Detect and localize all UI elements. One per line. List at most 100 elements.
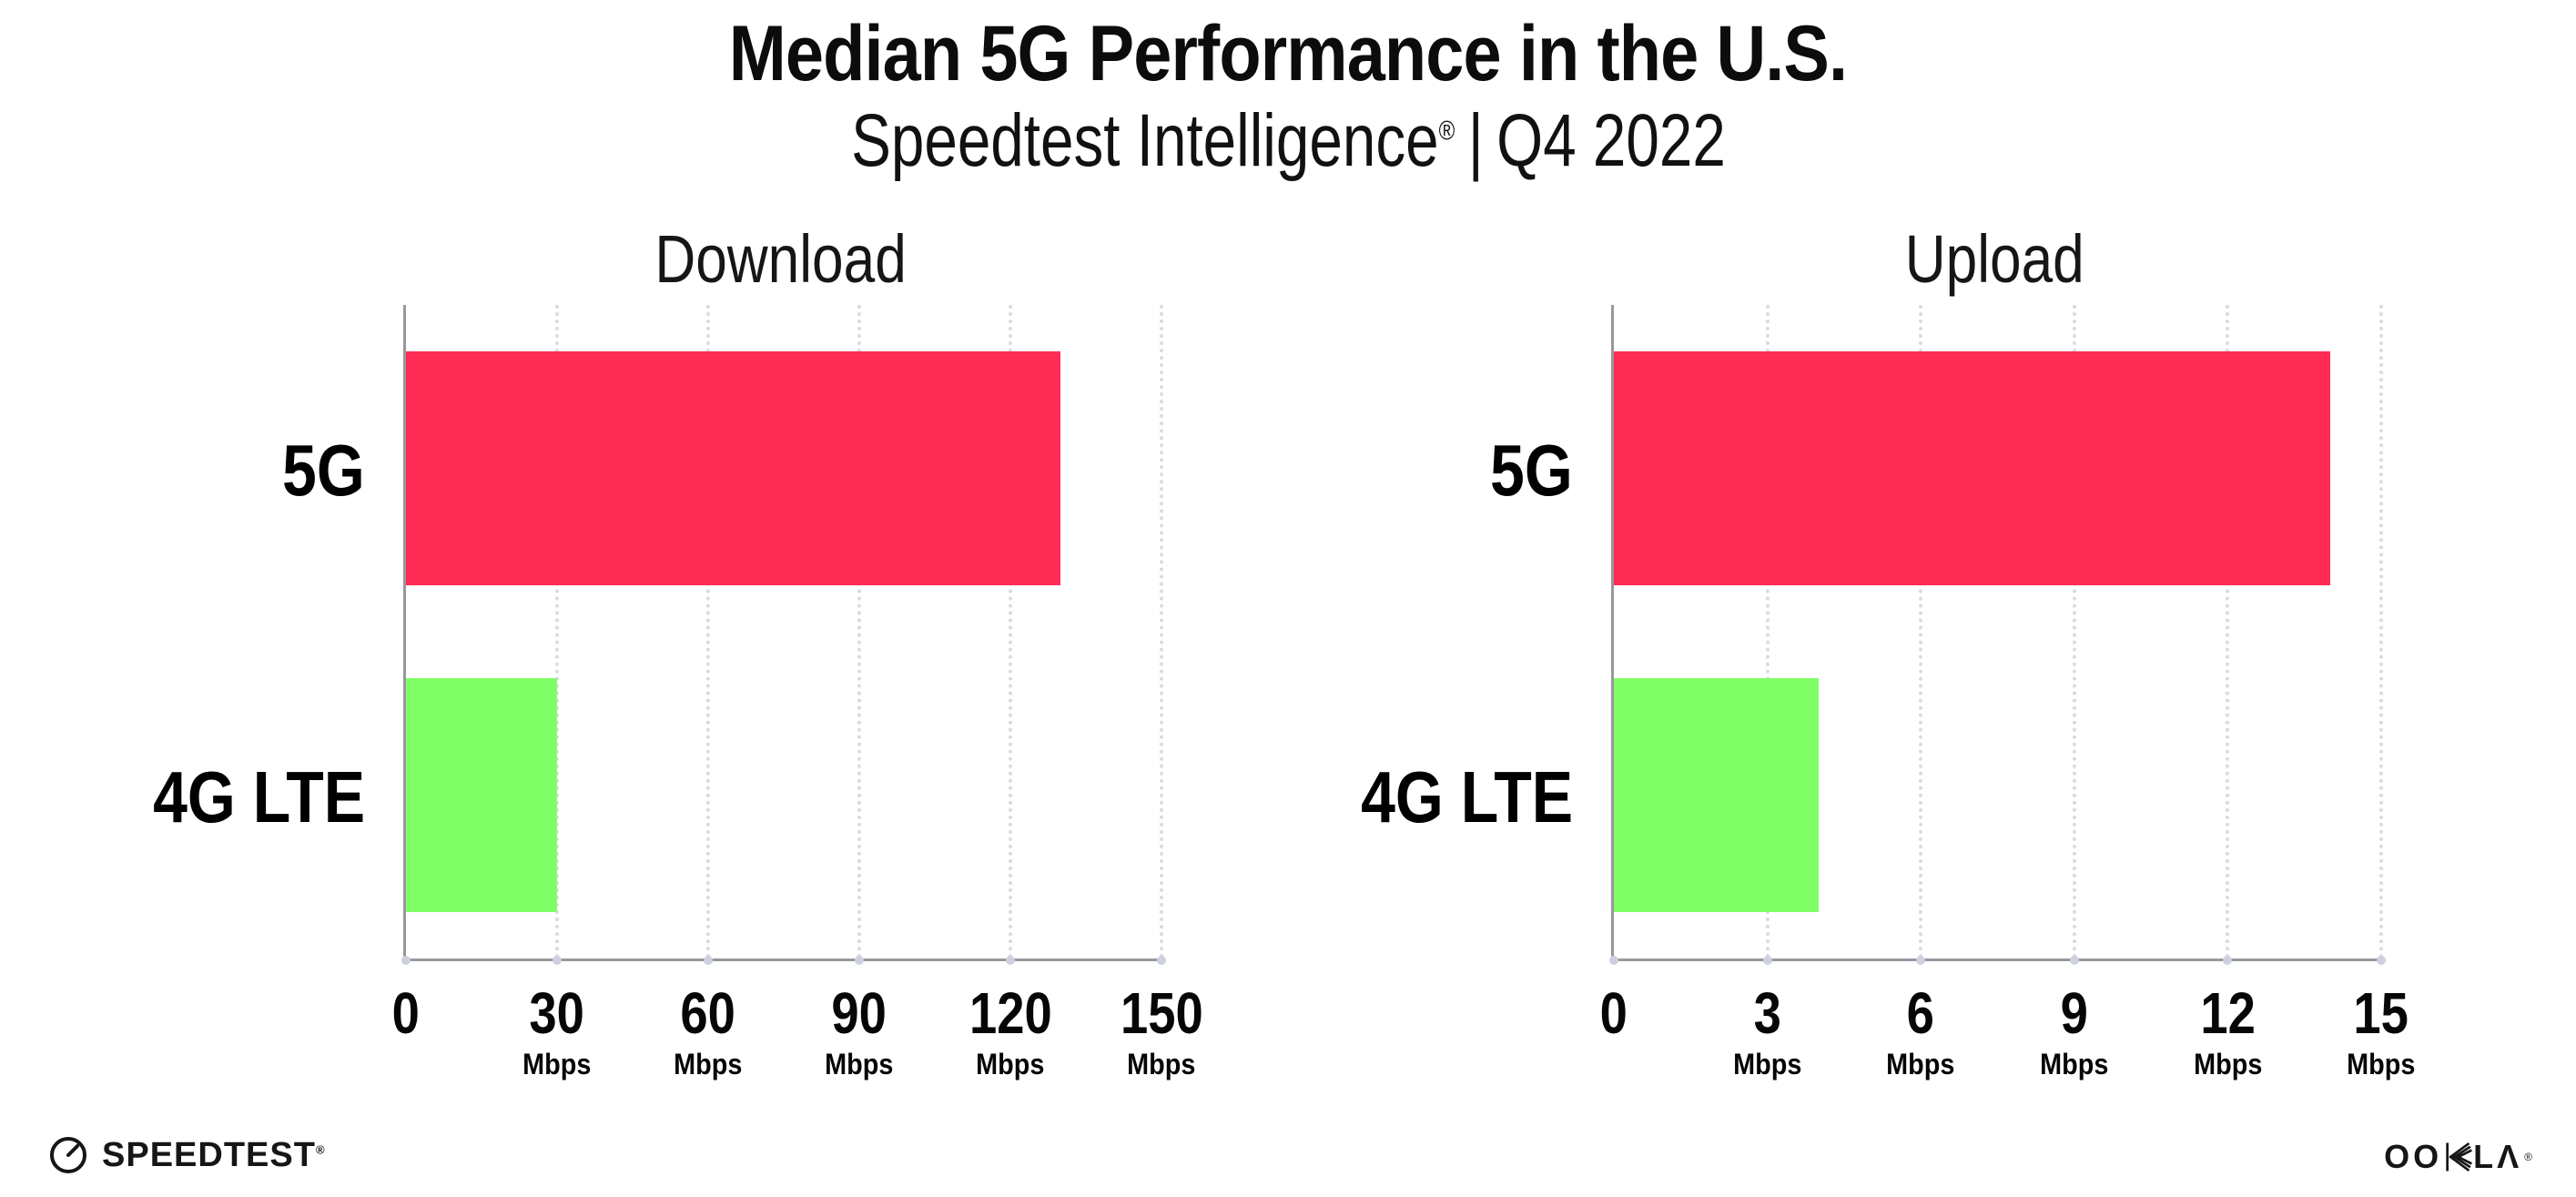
ookla-wordmark-pre: OO xyxy=(2384,1138,2443,1175)
subtitle-separator: | xyxy=(1467,99,1484,182)
x-tick-30-number: 30 xyxy=(457,984,657,1042)
x-tick-6-number: 6 xyxy=(1820,984,2021,1042)
axis-tick-dot-0 xyxy=(401,956,411,965)
page-title-text: Median 5G Performance in the U.S. xyxy=(728,10,1848,97)
gridline-6 xyxy=(1919,305,1923,959)
x-tick-15: 15 Mbps xyxy=(2281,984,2481,1079)
download-chart-title: Download xyxy=(403,220,1159,298)
x-tick-90-unit-text: Mbps xyxy=(825,1048,894,1080)
subtitle-text: Speedtest Intelligence® | Q4 2022 xyxy=(851,98,1726,184)
axis-tick-dot-30 xyxy=(553,956,562,965)
x-tick-6-unit: Mbps xyxy=(1820,1050,2021,1079)
page-title: Median 5G Performance in the U.S. xyxy=(0,9,2576,99)
x-tick-150-value: 150 xyxy=(1120,980,1203,1046)
speedtest-logo: SPEEDTEST® xyxy=(47,1134,326,1176)
upload-plot-area: 5G 4G LTE 0 3 Mbps 6 Mbps 9 Mbps 12 Mbps 15 Mbps xyxy=(1361,305,2416,1079)
x-tick-120-unit: Mbps xyxy=(910,1050,1111,1079)
x-tick-3-unit-text: Mbps xyxy=(1732,1048,1802,1080)
gridline-15 xyxy=(2379,305,2383,959)
x-tick-3-number: 3 xyxy=(1668,984,1868,1042)
subtitle-brand: Speedtest Intelligence xyxy=(850,99,1439,182)
speedtest-registered-icon: ® xyxy=(315,1141,326,1156)
category-label-5g-text: 5G xyxy=(1490,429,1573,511)
5g-download-bar xyxy=(406,351,1061,585)
x-tick-60-unit-text: Mbps xyxy=(674,1048,743,1080)
download-chart-title-text: Download xyxy=(654,221,908,297)
axis-tick-dot-120 xyxy=(1006,956,1015,965)
x-tick-0: 0 xyxy=(306,984,506,1042)
page-subtitle: Speedtest Intelligence® | Q4 2022 xyxy=(0,98,2576,184)
x-tick-3-unit: Mbps xyxy=(1668,1050,1868,1079)
4g-lte-download-bar xyxy=(406,678,557,912)
x-tick-15-unit: Mbps xyxy=(2281,1050,2481,1079)
x-tick-6-unit-text: Mbps xyxy=(1886,1048,1955,1080)
x-tick-15-value: 15 xyxy=(2353,980,2409,1046)
x-tick-15-unit-text: Mbps xyxy=(2347,1048,2416,1080)
gridline-30 xyxy=(555,305,559,959)
x-tick-60-unit: Mbps xyxy=(608,1050,808,1079)
axis-tick-dot-150 xyxy=(1157,956,1166,965)
x-tick-12-unit: Mbps xyxy=(2127,1050,2328,1079)
ookla-registered-icon: ® xyxy=(2524,1151,2532,1163)
speedtest-gauge-icon xyxy=(47,1134,89,1176)
category-label-4g-lte: 4G LTE xyxy=(1250,756,1573,839)
x-tick-12-number: 12 xyxy=(2127,984,2328,1042)
category-label-4g-lte-text: 4G LTE xyxy=(1361,756,1573,837)
x-tick-120-number: 120 xyxy=(910,984,1111,1042)
axis-tick-dot-6 xyxy=(1916,956,1926,965)
gridline-12 xyxy=(2226,305,2230,959)
axis-tick-dot-60 xyxy=(704,956,713,965)
category-label-5g: 5G xyxy=(1250,429,1573,512)
ookla-wordmark-l: L xyxy=(2473,1138,2498,1175)
category-label-5g: 5G xyxy=(42,429,365,512)
axis-tick-dot-12 xyxy=(2223,956,2233,965)
5g-upload-bar xyxy=(1614,351,2330,585)
gridline-3 xyxy=(1765,305,1770,959)
x-tick-6: 6 Mbps xyxy=(1820,984,2021,1079)
x-tick-9: 9 Mbps xyxy=(1974,984,2175,1079)
x-tick-0-value: 0 xyxy=(391,980,421,1046)
axis-tick-dot-90 xyxy=(855,956,864,965)
axis-tick-dot-0 xyxy=(1609,956,1618,965)
upload-chart-title: Upload xyxy=(1611,220,2378,298)
x-tick-90-number: 90 xyxy=(759,984,959,1042)
x-tick-12: 12 Mbps xyxy=(2127,984,2328,1079)
x-tick-90-value: 90 xyxy=(831,980,887,1046)
x-tick-120-value: 120 xyxy=(969,980,1052,1046)
x-tick-30-unit-text: Mbps xyxy=(522,1048,592,1080)
x-tick-150-number: 150 xyxy=(1061,984,1262,1042)
ookla-logo: OO L Λ ® xyxy=(2384,1138,2532,1176)
gridline-120 xyxy=(1009,305,1012,959)
x-tick-0-number: 0 xyxy=(306,984,506,1042)
x-tick-120-unit-text: Mbps xyxy=(976,1048,1045,1080)
x-tick-0-number: 0 xyxy=(1514,984,1714,1042)
category-label-5g-text: 5G xyxy=(282,429,365,511)
x-tick-15-number: 15 xyxy=(2281,984,2481,1042)
x-tick-60-number: 60 xyxy=(608,984,808,1042)
registered-mark-icon: ® xyxy=(1438,116,1455,147)
x-tick-30-unit: Mbps xyxy=(457,1050,657,1079)
x-tick-0-value: 0 xyxy=(1599,980,1628,1046)
category-label-4g-lte: 4G LTE xyxy=(42,756,365,839)
x-tick-3-value: 3 xyxy=(1753,980,1781,1046)
x-tick-120: 120 Mbps xyxy=(910,984,1111,1079)
gridline-60 xyxy=(706,305,710,959)
x-tick-9-value: 9 xyxy=(2060,980,2088,1046)
x-tick-150: 150 Mbps xyxy=(1061,984,1262,1079)
subtitle-period: Q4 2022 xyxy=(1496,99,1726,182)
gridline-150 xyxy=(1160,305,1163,959)
x-tick-150-unit-text: Mbps xyxy=(1127,1048,1196,1080)
x-tick-3: 3 Mbps xyxy=(1668,984,1868,1079)
upload-chart-title-text: Upload xyxy=(1904,221,2084,297)
x-tick-60: 60 Mbps xyxy=(608,984,808,1079)
gridline-9 xyxy=(2072,305,2076,959)
x-tick-6-value: 6 xyxy=(1907,980,1935,1046)
axis-tick-dot-15 xyxy=(2377,956,2386,965)
x-tick-30: 30 Mbps xyxy=(457,984,657,1079)
x-tick-12-unit-text: Mbps xyxy=(2193,1048,2262,1080)
x-tick-9-unit: Mbps xyxy=(1974,1050,2175,1079)
x-tick-9-unit-text: Mbps xyxy=(2040,1048,2109,1080)
x-tick-0: 0 xyxy=(1514,984,1714,1042)
x-tick-90-unit: Mbps xyxy=(759,1050,959,1079)
